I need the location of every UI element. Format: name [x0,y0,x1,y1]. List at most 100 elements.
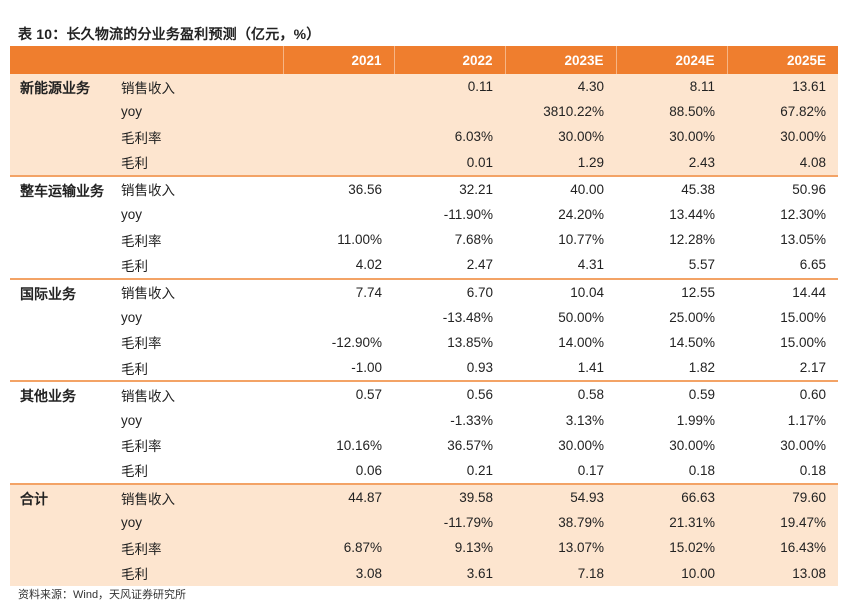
value-cell: 12.28% [669,232,715,248]
metric-label: 毛利 [115,149,283,176]
value-cell: 6.03% [394,124,505,150]
metric-label: 毛利 [121,464,148,480]
value-cell: 30.00% [669,437,715,453]
value-cell: 19.47% [727,510,838,536]
value-cell: 0.57 [283,380,394,408]
value-cell: 54.93 [505,482,616,511]
value-cell: 10.16% [336,437,382,453]
value-cell: 1.29 [505,149,616,176]
table-row: yoy -11.79% 38.79% 21.31% 19.47% [10,510,838,536]
value-cell: 0.11 [394,74,505,100]
metric-label: yoy [121,309,143,325]
value-cell: 30.00% [727,124,838,150]
table-row: 毛利 0.06 0.21 0.17 0.18 0.18 [10,458,838,484]
value-cell: 12.55 [616,277,727,305]
table-row: 毛利 4.02 2.47 4.31 5.57 6.65 [10,252,838,278]
value-cell [283,74,394,100]
value-cell: 15.00% [780,334,826,350]
metric-label: 毛利率 [121,233,162,249]
value-cell: 30.00% [616,124,727,150]
value-cell: 38.79% [505,510,616,536]
header-cell-2025e: 2025E [726,46,838,74]
segment-label: 新能源业务 [10,74,115,176]
value-cell: 0.93 [466,360,493,376]
segment-label: 其他业务 [10,380,115,484]
value-cell: 4.02 [355,257,382,273]
value-cell: -11.90% [443,207,493,223]
metric-label: 毛利率 [121,439,162,455]
metric-label: 销售收入 [115,174,283,202]
value-cell: 2.47 [466,257,493,273]
value-cell: 13.07% [505,535,616,561]
value-cell: 1.17% [787,412,826,428]
table-row: yoy -11.90% 24.20% 13.44% 12.30% [10,202,838,227]
value-cell: 13.61 [727,74,838,100]
value-cell [283,202,394,227]
value-cell: 0.01 [394,149,505,176]
table-row: yoy 3810.22% 88.50% 67.82% [10,99,838,125]
header-cell-2024e: 2024E [615,46,727,74]
value-cell: 36.57% [447,437,493,453]
metric-label: yoy [121,412,143,428]
value-cell: 0.21 [466,462,493,478]
header-row: 2021 2022 2023E 2024E 2025E [10,46,838,74]
metric-label: yoy [121,207,143,223]
value-cell: 0.17 [577,462,604,478]
value-cell: -13.48% [442,309,493,325]
value-cell: -12.90% [331,334,382,350]
value-cell: 7.74 [283,277,394,305]
value-cell: 14.50% [669,334,715,350]
table-title: 表 10：长久物流的分业务盈利预测（亿元，%） [18,26,321,42]
table-row: 毛利率 -12.90% 13.85% 14.00% 14.50% 15.00% [10,330,838,355]
value-cell: 10.04 [505,277,616,305]
table-row: 毛利率 10.16% 36.57% 30.00% 30.00% 30.00% [10,433,838,458]
value-cell: 4.08 [727,149,838,176]
value-cell: 39.58 [394,482,505,511]
value-cell: 13.85% [447,334,493,350]
value-cell: 1.82 [688,360,715,376]
value-cell: -1.00 [351,360,382,376]
segment-label: 合计 [10,483,115,586]
value-cell: 10.77% [558,232,604,248]
value-cell: 13.08 [727,560,838,586]
value-cell: 25.00% [669,309,715,325]
value-cell: 50.96 [727,174,838,202]
value-cell: 0.59 [616,380,727,408]
value-cell: 6.87% [283,535,394,561]
value-cell: 50.00% [558,309,604,325]
table-row: 合计 销售收入 44.87 39.58 54.93 66.63 79.60 [10,482,838,586]
value-cell: -1.33% [450,412,493,428]
table-row: 整车运输业务 销售收入 36.56 32.21 40.00 45.38 50.96 [10,174,838,279]
value-cell: 4.30 [505,74,616,100]
segment-label: 整车运输业务 [10,174,115,279]
metric-label: yoy [115,99,283,125]
table-row: yoy -1.33% 3.13% 1.99% 1.17% [10,407,838,432]
value-cell: 0.60 [727,380,838,408]
table-row: 毛利率 6.03% 30.00% 30.00% 30.00% [10,124,838,150]
value-cell [283,99,394,125]
metric-label: 销售收入 [115,74,283,100]
value-cell: 15.00% [780,309,826,325]
value-cell: -11.79% [394,510,505,536]
value-cell: 5.57 [688,257,715,273]
value-cell: 13.44% [669,207,715,223]
value-cell [283,510,394,536]
metric-label: 销售收入 [115,380,283,408]
value-cell: 21.31% [616,510,727,536]
value-cell: 0.06 [355,462,382,478]
value-cell: 12.30% [780,207,826,223]
value-cell: 24.20% [558,207,604,223]
value-cell: 66.63 [616,482,727,511]
value-cell: 9.13% [394,535,505,561]
value-cell: 16.43% [727,535,838,561]
value-cell: 30.00% [558,437,604,453]
metric-label: 毛利 [121,258,148,274]
value-cell: 0.18 [688,462,715,478]
value-cell: 0.58 [505,380,616,408]
metric-label: 销售收入 [115,482,283,511]
table-row: 毛利 3.08 3.61 7.18 10.00 13.08 [10,560,838,586]
value-cell: 30.00% [505,124,616,150]
header-cell-2021: 2021 [282,46,394,74]
value-cell: 36.56 [283,174,394,202]
table-row: 新能源业务 销售收入 0.11 4.30 8.11 13.61 [10,74,838,176]
